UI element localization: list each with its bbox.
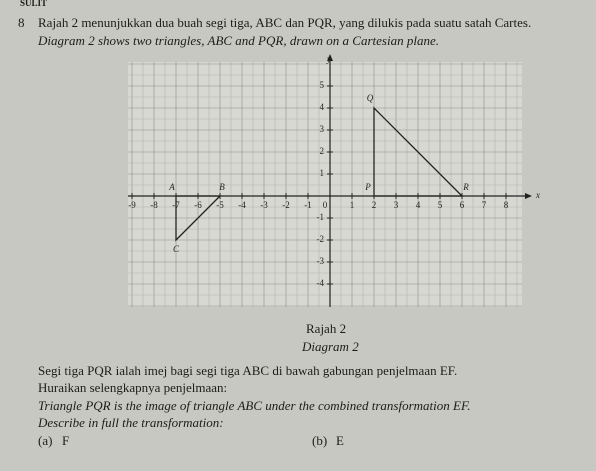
body-line: Describe in full the transformation: [38,415,224,430]
y-arrow [327,54,333,61]
y-tick-label: 4 [320,102,325,112]
y-tick-label: 5 [320,80,325,90]
y-tick-label: -3 [317,256,325,266]
x-tick-label: 4 [416,200,421,210]
question-number: 8 [18,15,25,30]
x-axis-label: x [535,190,540,200]
intro-ms: Rajah 2 menunjukkan dua buah segi tiga, … [38,15,532,30]
x-tick-label: -3 [260,200,268,210]
part-text: F [62,433,70,448]
header-mark: SULIT [20,0,48,8]
y-tick-label: -1 [317,212,325,222]
body-line: Huraikan selengkapnya penjelmaan: [38,380,228,395]
caption-en: Diagram 2 [302,339,359,354]
x-tick-label: 6 [460,200,465,210]
y-tick-label: 3 [320,124,325,134]
x-tick-label: -4 [238,200,246,210]
point-label: R [462,182,469,192]
triangle-abc [175,195,222,242]
x-tick-label: 5 [438,200,443,210]
x-tick-label: 7 [482,200,487,210]
x-tick-label: -6 [194,200,202,210]
x-tick-label: 3 [394,200,399,210]
point-label: A [168,182,175,192]
part-label: (b) [312,433,328,448]
point-label: C [173,244,180,254]
x-tick-label: 0 [323,200,328,210]
x-tick-label: 1 [350,200,355,210]
y-tick-label: -4 [317,278,325,288]
x-arrow [525,193,532,199]
point-label: B [219,182,225,192]
x-tick-label: -8 [150,200,158,210]
y-tick-label: 1 [320,168,325,178]
body-line: Segi tiga PQR ialah imej bagi segi tiga … [38,363,458,378]
part-label: (a) [38,433,53,448]
x-tick-label: 2 [372,200,377,210]
part-text: E [336,433,344,448]
x-tick-label: 8 [504,200,509,210]
y-tick-label: 2 [320,146,325,156]
triangle-pqr [373,106,464,197]
x-tick-label: -5 [216,200,224,210]
point-label: Q [367,93,374,103]
x-tick-label: -1 [304,200,312,210]
x-tick-label: -2 [282,200,290,210]
intro-en: Diagram 2 shows two triangles, ABC and P… [38,33,439,48]
point-label: P [364,182,371,192]
grid-background [128,62,522,307]
caption-ms: Rajah 2 [306,321,347,336]
y-tick-label: -2 [317,234,325,244]
y-axis-label: y [326,54,331,64]
x-tick-label: -9 [128,200,136,210]
body-line: Triangle PQR is the image of triangle AB… [38,398,471,413]
